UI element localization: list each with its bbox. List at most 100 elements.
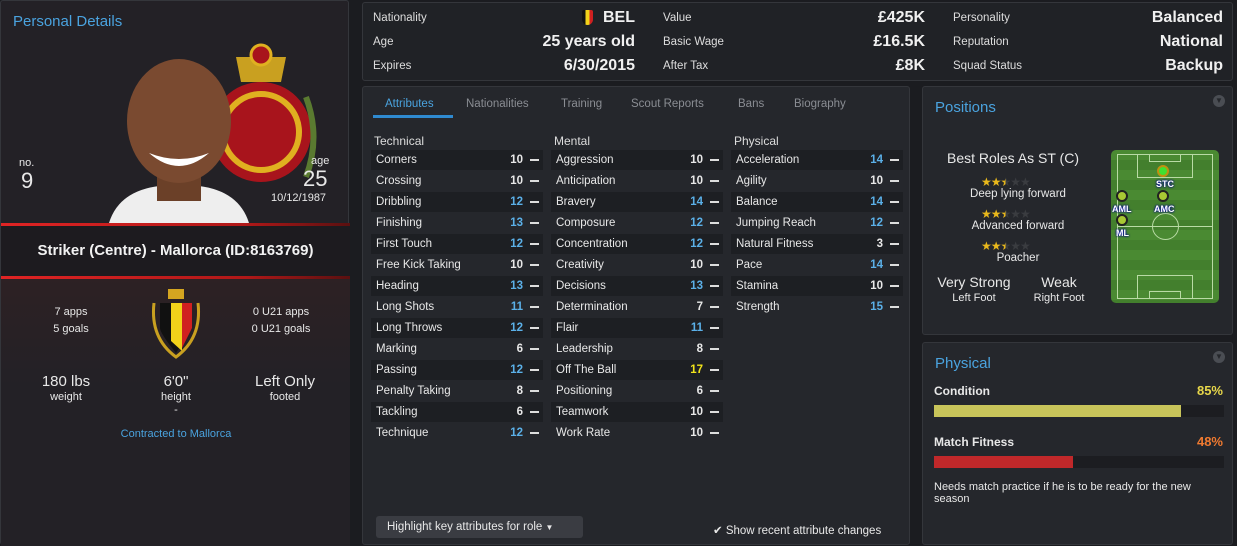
no-change-dash-icon xyxy=(890,201,899,203)
no-change-dash-icon xyxy=(710,369,719,371)
highlight-key-attributes-dropdown[interactable]: Highlight key attributes for role ▼ xyxy=(376,516,583,538)
attribute-name: Decisions xyxy=(556,280,606,292)
attribute-name: Teamwork xyxy=(556,406,609,418)
attribute-name: Acceleration xyxy=(736,154,800,166)
fitness-value: 48% xyxy=(1196,434,1223,449)
fitness-bar xyxy=(934,456,1224,468)
info-row: Value £425K xyxy=(663,7,925,29)
info-row: Personality Balanced xyxy=(953,7,1223,29)
attribute-value: 6 xyxy=(516,406,523,418)
attribute-row: Free Kick Taking 10 xyxy=(371,255,543,275)
attribute-row: Work Rate 10 xyxy=(551,423,723,443)
left-foot-label: Left Foot xyxy=(952,292,996,304)
left-foot-rating: Very Strong xyxy=(937,274,1011,290)
collapse-chevron-icon[interactable]: ▼ xyxy=(1213,351,1225,363)
no-change-dash-icon xyxy=(710,180,719,182)
no-change-dash-icon xyxy=(890,264,899,266)
role-rating-stars-icon: ★★★★★ xyxy=(981,239,1031,253)
condition-label: Condition xyxy=(934,384,990,398)
attribute-name: Jumping Reach xyxy=(736,217,816,229)
foot: Left Only xyxy=(254,373,316,390)
no-change-dash-icon xyxy=(710,243,719,245)
attribute-name: Bravery xyxy=(556,196,596,208)
divider xyxy=(1,223,350,226)
attribute-name: Concentration xyxy=(556,238,628,250)
attribute-name: Corners xyxy=(376,154,417,166)
attribute-value: 10 xyxy=(870,175,883,187)
attribute-value: 12 xyxy=(510,427,523,439)
attribute-name: Heading xyxy=(376,280,419,292)
attribute-row: Creativity 10 xyxy=(551,255,723,275)
attribute-name: Agility xyxy=(736,175,767,187)
right-foot-label: Right Foot xyxy=(1033,292,1085,304)
attribute-name: Anticipation xyxy=(556,175,616,187)
weight-label: weight xyxy=(50,391,82,403)
attribute-value: 12 xyxy=(690,238,703,250)
no-change-dash-icon xyxy=(890,159,899,161)
collapse-chevron-icon[interactable]: ▼ xyxy=(1213,95,1225,107)
attribute-value: 12 xyxy=(510,322,523,334)
show-changes-checkbox[interactable]: ✔ Show recent attribute changes xyxy=(713,523,881,537)
no-change-dash-icon xyxy=(530,159,539,161)
attribute-name: Finishing xyxy=(376,217,423,229)
attribute-value: 10 xyxy=(690,406,703,418)
player-photo xyxy=(109,59,249,223)
attribute-value: 10 xyxy=(870,280,883,292)
attribute-value: 10 xyxy=(690,427,703,439)
tab-attributes[interactable]: Attributes xyxy=(385,98,434,110)
condition-value: 85% xyxy=(1196,383,1223,398)
tab-scout-reports[interactable]: Scout Reports xyxy=(631,98,704,110)
role-name: Poacher xyxy=(996,252,1040,264)
dropdown-arrow-icon: ▼ xyxy=(545,523,554,532)
personal-details-panel: Personal Details no. 9 age 25 10/12/1987… xyxy=(0,0,350,546)
attribute-name: Flair xyxy=(556,322,579,334)
panel-title: Positions xyxy=(935,99,996,116)
attribute-name: Long Shots xyxy=(376,301,435,313)
tab-bans[interactable]: Bans xyxy=(738,98,765,110)
tab-nationalities[interactable]: Nationalities xyxy=(466,98,529,110)
no-change-dash-icon xyxy=(530,327,539,329)
apps: 7 apps xyxy=(54,306,88,318)
attribute-name: Work Rate xyxy=(556,427,611,439)
attribute-value: 14 xyxy=(870,196,883,208)
club-crest-icon xyxy=(211,43,317,182)
attribute-value: 7 xyxy=(696,301,703,313)
attribute-row: Long Throws 12 xyxy=(371,318,543,338)
info-value: Backup xyxy=(1165,57,1223,74)
info-value: BEL xyxy=(603,9,635,26)
info-label: Age xyxy=(373,36,394,48)
contract-link[interactable]: Contracted to Mallorca xyxy=(120,428,232,440)
info-bar: Nationality BEL Age 25 years old Expires 6/30… xyxy=(362,2,1233,81)
no-change-dash-icon xyxy=(710,201,719,203)
attribute-row: Corners 10 xyxy=(371,150,543,170)
info-label: After Tax xyxy=(663,60,709,72)
info-row: Age 25 years old xyxy=(373,31,635,53)
attribute-row: Penalty Taking 8 xyxy=(371,381,543,401)
attribute-value: 15 xyxy=(870,301,883,313)
attribute-row: Aggression 10 xyxy=(551,150,723,170)
attribute-name: Technique xyxy=(376,427,429,439)
tab-training[interactable]: Training xyxy=(561,98,603,110)
player-stats: 7 apps 5 goals 0 U21 apps 0 U21 goals 18… xyxy=(1,279,350,546)
attribute-row: Flair 11 xyxy=(551,318,723,338)
attribute-value: 10 xyxy=(690,259,703,271)
fitness-note: Needs match practice if he is to be read… xyxy=(934,481,1191,505)
fitness-label: Match Fitness xyxy=(934,435,1015,449)
attribute-value: 13 xyxy=(510,217,523,229)
attribute-name: Strength xyxy=(736,301,780,313)
attribute-value: 6 xyxy=(516,343,523,355)
physical-panel: Physical ▼ Condition 85% Match Fitness 4… xyxy=(922,342,1233,545)
tab-biography[interactable]: Biography xyxy=(794,98,846,110)
attribute-name: Positioning xyxy=(556,385,613,397)
attribute-row: First Touch 12 xyxy=(371,234,543,254)
info-value: National xyxy=(1159,33,1223,50)
info-row: Basic Wage £16.5K xyxy=(663,31,925,53)
no-change-dash-icon xyxy=(890,180,899,182)
attribute-value: 12 xyxy=(510,196,523,208)
info-row: Squad Status Backup xyxy=(953,55,1223,77)
physical-heading: Physical xyxy=(734,134,779,148)
attribute-name: Natural Fitness xyxy=(736,238,814,250)
no-change-dash-icon xyxy=(710,432,719,434)
belgium-flag-icon xyxy=(582,10,593,25)
info-value: 6/30/2015 xyxy=(563,57,635,74)
